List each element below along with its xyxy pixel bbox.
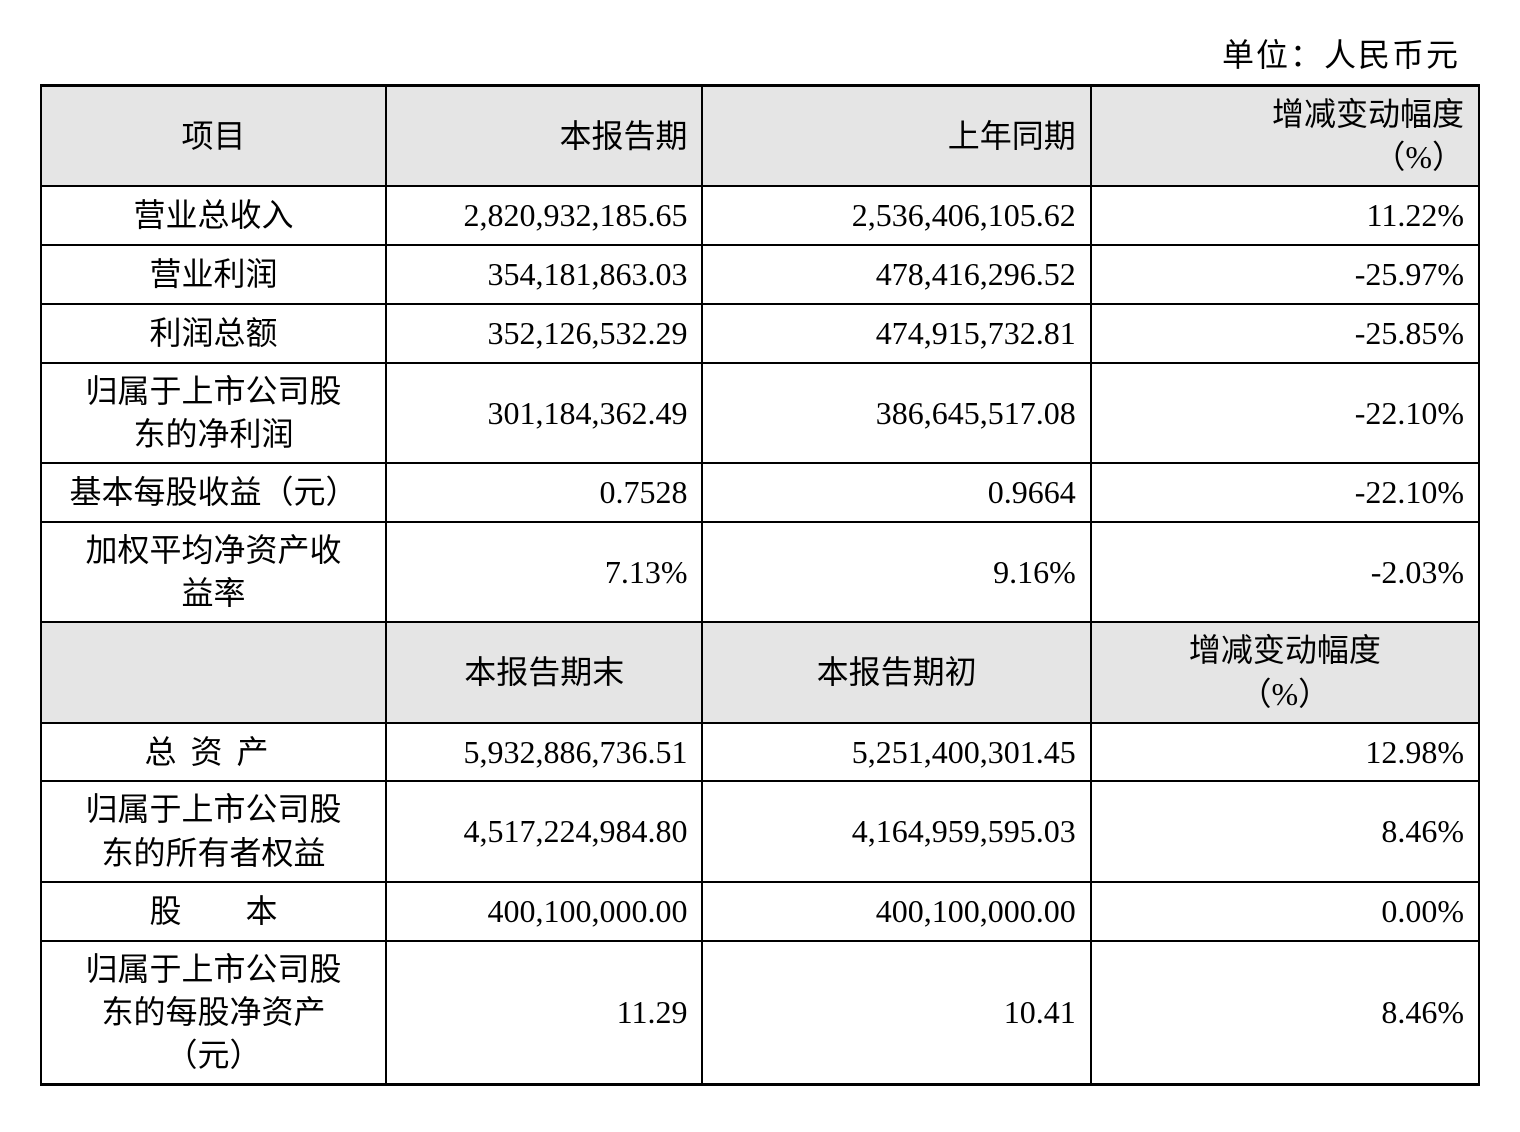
row-item: 归属于上市公司股东的所有者权益 [41, 781, 386, 881]
row-value: 0.9664 [702, 463, 1090, 522]
row-value: 301,184,362.49 [386, 363, 702, 463]
header-item-2 [41, 622, 386, 722]
row-value: 7.13% [386, 522, 702, 622]
header-period-start: 本报告期初 [702, 622, 1090, 722]
header-current-period: 本报告期 [386, 86, 702, 187]
header-change-pct-2: 增减变动幅度（%） [1091, 622, 1479, 722]
header-period-end: 本报告期末 [386, 622, 702, 722]
row-item: 总资产 [41, 723, 386, 782]
row-value: -22.10% [1091, 363, 1479, 463]
row-item: 归属于上市公司股东的净利润 [41, 363, 386, 463]
table-row: 股 本 400,100,000.00 400,100,000.00 0.00% [41, 882, 1479, 941]
table-row: 营业利润 354,181,863.03 478,416,296.52 -25.9… [41, 245, 1479, 304]
row-value: 2,820,932,185.65 [386, 186, 702, 245]
row-value: 11.29 [386, 941, 702, 1085]
row-value: 5,932,886,736.51 [386, 723, 702, 782]
header-change-pct: 增减变动幅度（%） [1091, 86, 1479, 187]
row-value: 2,536,406,105.62 [702, 186, 1090, 245]
row-value: 8.46% [1091, 781, 1479, 881]
unit-label: 单位：人民币元 [40, 30, 1480, 76]
row-value: 354,181,863.03 [386, 245, 702, 304]
row-value: 386,645,517.08 [702, 363, 1090, 463]
row-value: 400,100,000.00 [702, 882, 1090, 941]
row-item: 归属于上市公司股东的每股净资产（元） [41, 941, 386, 1085]
table-row: 利润总额 352,126,532.29 474,915,732.81 -25.8… [41, 304, 1479, 363]
row-value: 400,100,000.00 [386, 882, 702, 941]
row-value: 0.7528 [386, 463, 702, 522]
row-item: 利润总额 [41, 304, 386, 363]
row-value: 9.16% [702, 522, 1090, 622]
table-header-row-2: 本报告期末 本报告期初 增减变动幅度（%） [41, 622, 1479, 722]
row-value: -22.10% [1091, 463, 1479, 522]
table-row: 营业总收入 2,820,932,185.65 2,536,406,105.62 … [41, 186, 1479, 245]
row-value: 11.22% [1091, 186, 1479, 245]
row-value: 474,915,732.81 [702, 304, 1090, 363]
header-prior-period: 上年同期 [702, 86, 1090, 187]
financial-table: 项目 本报告期 上年同期 增减变动幅度（%） 营业总收入 2,820,932,1… [40, 84, 1480, 1086]
row-value: 478,416,296.52 [702, 245, 1090, 304]
table-row: 归属于上市公司股东的所有者权益 4,517,224,984.80 4,164,9… [41, 781, 1479, 881]
row-value: -2.03% [1091, 522, 1479, 622]
row-item: 股 本 [41, 882, 386, 941]
row-value: -25.85% [1091, 304, 1479, 363]
row-value: 0.00% [1091, 882, 1479, 941]
row-value: -25.97% [1091, 245, 1479, 304]
row-value: 352,126,532.29 [386, 304, 702, 363]
table-row: 归属于上市公司股东的每股净资产（元） 11.29 10.41 8.46% [41, 941, 1479, 1085]
row-value: 12.98% [1091, 723, 1479, 782]
row-value: 10.41 [702, 941, 1090, 1085]
row-value: 4,517,224,984.80 [386, 781, 702, 881]
row-value: 4,164,959,595.03 [702, 781, 1090, 881]
row-value: 5,251,400,301.45 [702, 723, 1090, 782]
header-item: 项目 [41, 86, 386, 187]
row-item: 基本每股收益（元） [41, 463, 386, 522]
row-item: 营业利润 [41, 245, 386, 304]
table-row: 基本每股收益（元） 0.7528 0.9664 -22.10% [41, 463, 1479, 522]
table-row: 总资产 5,932,886,736.51 5,251,400,301.45 12… [41, 723, 1479, 782]
table-row: 加权平均净资产收益率 7.13% 9.16% -2.03% [41, 522, 1479, 622]
row-item: 加权平均净资产收益率 [41, 522, 386, 622]
row-value: 8.46% [1091, 941, 1479, 1085]
row-item: 营业总收入 [41, 186, 386, 245]
table-header-row-1: 项目 本报告期 上年同期 增减变动幅度（%） [41, 86, 1479, 187]
table-row: 归属于上市公司股东的净利润 301,184,362.49 386,645,517… [41, 363, 1479, 463]
